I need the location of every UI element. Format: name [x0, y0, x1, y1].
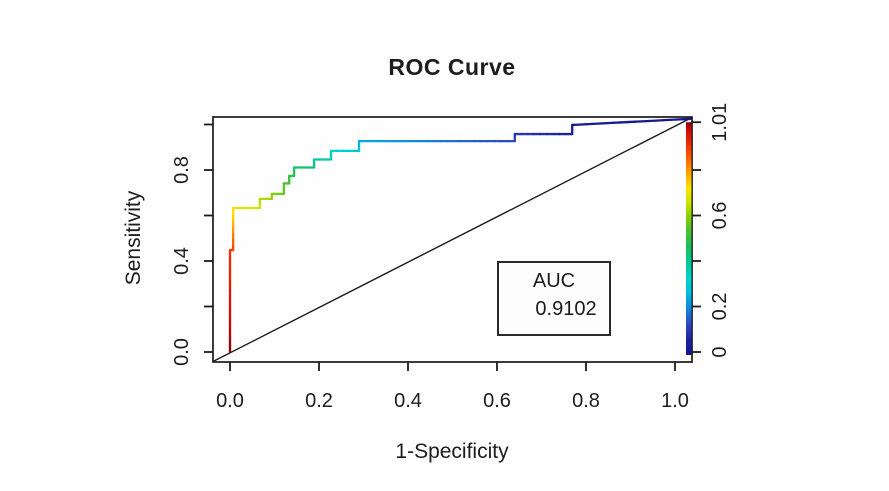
x-tick-label: 0.0 — [216, 390, 244, 412]
cutoff-tick-label: 0 — [709, 346, 731, 357]
diagonal-reference-line — [212, 116, 693, 363]
x-tick-label: 0.6 — [483, 390, 511, 412]
x-tick-label: 1.0 — [661, 390, 689, 412]
auc-label: AUC — [532, 270, 576, 292]
auc-value: 0.9102 — [535, 298, 597, 320]
x-tick-label: 0.2 — [305, 390, 333, 412]
plot-box — [212, 116, 693, 363]
cutoff-tick-label: 1.01 — [709, 103, 731, 142]
x-tick-label: 0.8 — [572, 390, 600, 412]
cutoff-tick-label: 0.2 — [709, 293, 731, 321]
y-tick-label: 0.8 — [171, 156, 193, 184]
x-tick-label: 0.4 — [394, 390, 422, 412]
y-tick-label: 0.4 — [171, 247, 193, 275]
cutoff-colorbar — [686, 122, 692, 355]
y-tick-label: 0.0 — [171, 338, 193, 366]
auc-legend-box: AUC 0.9102 — [497, 261, 611, 336]
chart-title: ROC Curve — [388, 54, 516, 80]
roc-curve — [228, 117, 692, 354]
cutoff-tick-label: 0.6 — [709, 202, 731, 230]
x-axis-label: 1-Specificity — [395, 440, 509, 463]
y-axis-label: Sensitivity — [122, 190, 145, 286]
